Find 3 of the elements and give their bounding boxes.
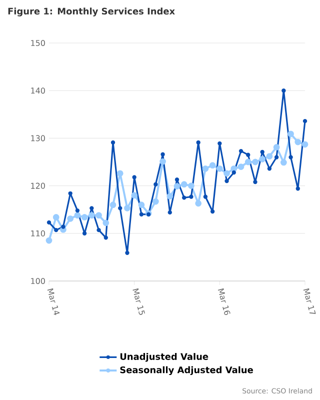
legend-label: Unadjusted Value xyxy=(120,353,208,362)
chart-title: Figure 1: Monthly Services Index xyxy=(8,8,175,16)
legend-label: Seasonally Adjusted Value xyxy=(120,366,253,376)
